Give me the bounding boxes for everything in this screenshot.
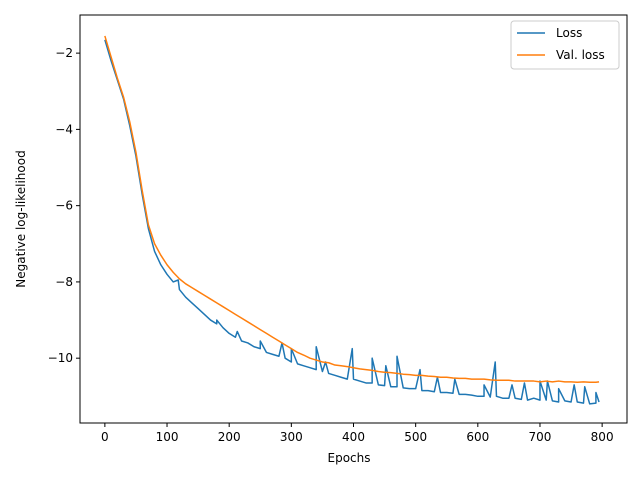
x-tick-label: 0 [101,430,109,444]
legend: Loss Val. loss [510,20,620,70]
y-axis-label: Negative log-likelihood [14,150,28,287]
y-axis: −2 −4 −6 −8 −10 [48,46,80,365]
legend-label-loss: Loss [556,26,582,40]
x-axis: 0 100 200 300 400 500 600 700 800 [101,423,614,444]
x-tick-label: 500 [404,430,427,444]
x-tick-label: 200 [218,430,241,444]
x-tick-label: 600 [466,430,489,444]
plot-area [104,35,600,405]
x-axis-label: Epochs [328,451,371,465]
x-tick-label: 700 [529,430,552,444]
x-tick-label: 800 [591,430,614,444]
series-line-val-loss [104,35,600,383]
y-tick-label: −10 [48,351,73,365]
y-tick-label: −8 [55,275,73,289]
x-tick-label: 300 [280,430,303,444]
x-tick-label: 400 [342,430,365,444]
y-tick-label: −4 [55,122,73,136]
y-tick-label: −2 [55,46,73,60]
x-tick-label: 100 [156,430,179,444]
y-tick-label: −6 [55,199,73,213]
legend-label-val-loss: Val. loss [556,48,605,62]
